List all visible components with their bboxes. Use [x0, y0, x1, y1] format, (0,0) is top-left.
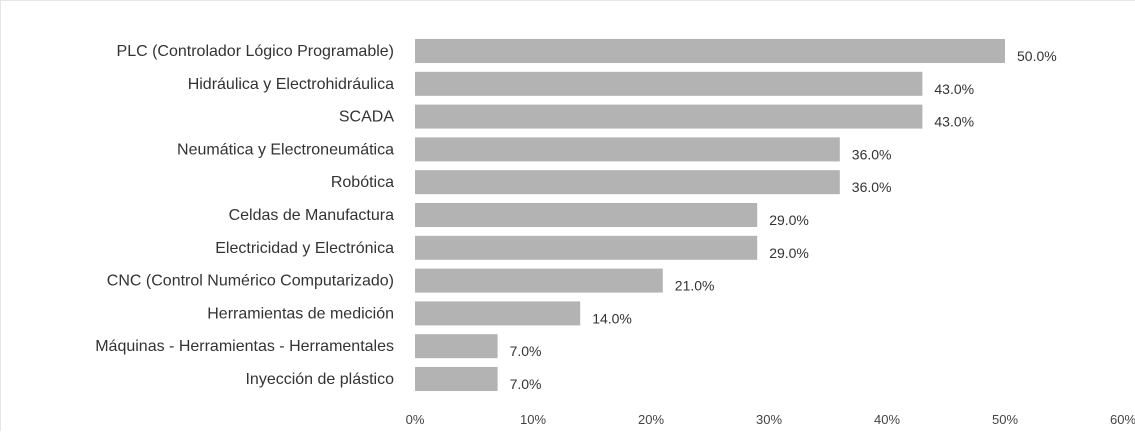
- data-label: 7.0%: [510, 376, 542, 392]
- data-label: 14.0%: [592, 310, 632, 326]
- category-label: Herramientas de medición: [207, 305, 394, 322]
- bar: [415, 334, 498, 359]
- bar: [415, 170, 840, 195]
- category-labels: PLC (Controlador Lógico Programable) Hidr…: [95, 43, 394, 388]
- x-tick-label: 10%: [520, 412, 546, 427]
- bar: [415, 137, 840, 162]
- x-tick-label: 20%: [638, 412, 664, 427]
- bar: [415, 301, 581, 326]
- category-label: Hidráulica y Electrohidráulica: [188, 76, 394, 93]
- data-label: 36.0%: [852, 179, 892, 195]
- category-label: Inyección de plástico: [245, 371, 394, 388]
- category-label: Máquinas - Herramientas - Herramentales: [95, 338, 394, 355]
- bar: [415, 104, 923, 129]
- bar: [415, 235, 758, 260]
- data-label: 29.0%: [769, 245, 809, 261]
- data-label: 43.0%: [934, 81, 974, 97]
- data-label: 21.0%: [675, 278, 715, 294]
- x-tick-label: 0%: [406, 412, 425, 427]
- x-axis-tick-labels: 0% 10% 20% 30% 40% 50% 60%: [406, 412, 1135, 427]
- data-label: 36.0%: [852, 146, 892, 162]
- data-label: 7.0%: [510, 343, 542, 359]
- category-label: Celdas de Manufactura: [229, 207, 395, 224]
- category-label: Electricidad y Electrónica: [215, 240, 394, 257]
- bars: [415, 39, 1005, 391]
- data-label: 29.0%: [769, 212, 809, 228]
- category-label: Neumática y Electroneumática: [177, 141, 394, 158]
- bar: [415, 71, 923, 96]
- bar: [415, 203, 758, 227]
- category-label: CNC (Control Numérico Computarizado): [107, 273, 394, 290]
- category-label: SCADA: [339, 109, 394, 126]
- bar: [415, 39, 1005, 63]
- bar: [415, 268, 663, 293]
- x-tick-label: 50%: [992, 412, 1018, 427]
- category-label: PLC (Controlador Lógico Programable): [117, 43, 394, 60]
- category-label: Robótica: [331, 174, 394, 191]
- bar: [415, 367, 498, 391]
- data-label: 50.0%: [1017, 48, 1057, 64]
- x-tick-label: 30%: [756, 412, 782, 427]
- value-labels: 50.0% 43.0% 43.0% 36.0% 36.0% 29.0% 29.0% 21.0%…: [510, 48, 1057, 392]
- x-tick-label: 40%: [874, 412, 900, 427]
- x-tick-label: 60%: [1110, 412, 1135, 427]
- data-label: 43.0%: [934, 114, 974, 130]
